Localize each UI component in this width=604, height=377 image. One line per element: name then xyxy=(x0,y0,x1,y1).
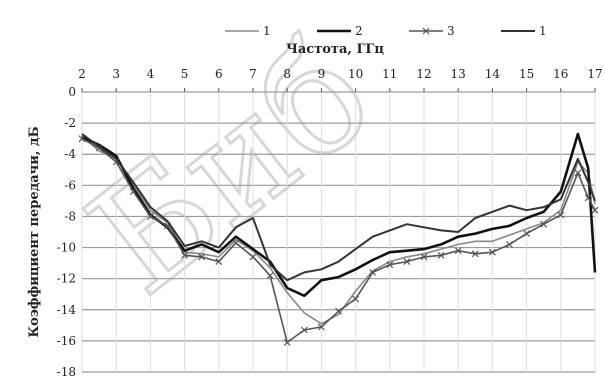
x-tick-label: 2 xyxy=(78,67,86,81)
series-3-marker xyxy=(335,307,342,315)
series-3-marker xyxy=(232,239,240,247)
series-3-marker xyxy=(471,250,479,258)
series-line-1 xyxy=(81,135,596,325)
series-3-marker xyxy=(403,258,411,265)
x-tick-label: 11 xyxy=(382,67,397,81)
series-line-4 xyxy=(81,133,596,282)
series-3-marker xyxy=(540,220,548,228)
series-3-marker xyxy=(146,213,154,220)
y-tick-label: -18 xyxy=(57,365,76,377)
x-tick-label: 3 xyxy=(112,67,120,81)
series-3-marker xyxy=(386,261,394,269)
y-tick-label: -14 xyxy=(57,303,77,317)
y-tick-label: -8 xyxy=(64,209,76,223)
series-3-marker xyxy=(215,258,223,265)
series-3-marker xyxy=(506,241,513,248)
series-3-marker xyxy=(283,339,291,346)
x-tick-label: 8 xyxy=(283,67,291,81)
series-3-marker xyxy=(300,326,308,334)
series-3-marker xyxy=(249,253,257,261)
series-3-marker xyxy=(129,188,137,195)
x-tick-label: 16 xyxy=(553,67,568,81)
x-tick-label: 17 xyxy=(587,67,602,81)
x-tick-label: 4 xyxy=(147,67,155,81)
legend-label-1: 1 xyxy=(263,24,271,38)
legend-label-3: 3 xyxy=(447,24,455,38)
series-3-marker xyxy=(437,251,445,259)
series-3-marker xyxy=(584,194,592,202)
series-3-marker xyxy=(369,269,377,276)
y-tick-label: -16 xyxy=(57,334,76,348)
series-3-marker xyxy=(488,248,496,256)
y-tick-label: -10 xyxy=(57,241,76,255)
x-tick-label: 9 xyxy=(318,67,326,81)
axes: 0 -2 -4 -6 -8 -10 -12 -14 -16 -18 2 3 4 5 6 7 8 9 10 11 12 13… xyxy=(57,67,603,377)
y-tick-label: 0 xyxy=(68,85,76,99)
x-tick-label: 6 xyxy=(215,67,223,81)
x-axis-title: Частота, ГГц xyxy=(286,42,384,57)
series-3-marker xyxy=(317,323,325,331)
series-3-marker xyxy=(266,272,274,279)
y-tick-label: -4 xyxy=(64,147,76,161)
y-tick-label: -12 xyxy=(57,272,76,286)
x-tick-label: 13 xyxy=(451,67,466,81)
legend-marker-3 xyxy=(422,27,430,35)
series-3-marker xyxy=(181,251,189,259)
series-line-3 xyxy=(81,137,596,344)
series-3-marker xyxy=(574,169,582,177)
series-3-marker xyxy=(523,230,531,237)
x-tick-label: 12 xyxy=(416,67,431,81)
x-tick-label: 10 xyxy=(348,67,363,81)
legend-label-2: 2 xyxy=(355,24,363,38)
y-axis-title: Коэффициент передачи, дБ xyxy=(27,126,42,337)
x-tick-label: 14 xyxy=(485,67,501,81)
series-3-marker xyxy=(454,247,462,255)
series-3-marker xyxy=(557,211,565,219)
y-tick-label: -6 xyxy=(64,178,76,192)
x-tick-label: 15 xyxy=(519,67,534,81)
legend: 1 2 3 1 xyxy=(225,24,547,38)
plot-grid xyxy=(81,91,596,373)
series-3-marker xyxy=(198,253,206,261)
series-3-marker xyxy=(591,206,599,214)
x-tick-label: 5 xyxy=(181,67,189,81)
legend-label-4: 1 xyxy=(539,24,547,38)
series-3-marker xyxy=(420,253,428,261)
series-3-marker xyxy=(352,295,360,303)
y-tick-label: -2 xyxy=(64,116,76,130)
series-layer xyxy=(78,132,599,346)
x-tick-label: 7 xyxy=(249,67,257,81)
